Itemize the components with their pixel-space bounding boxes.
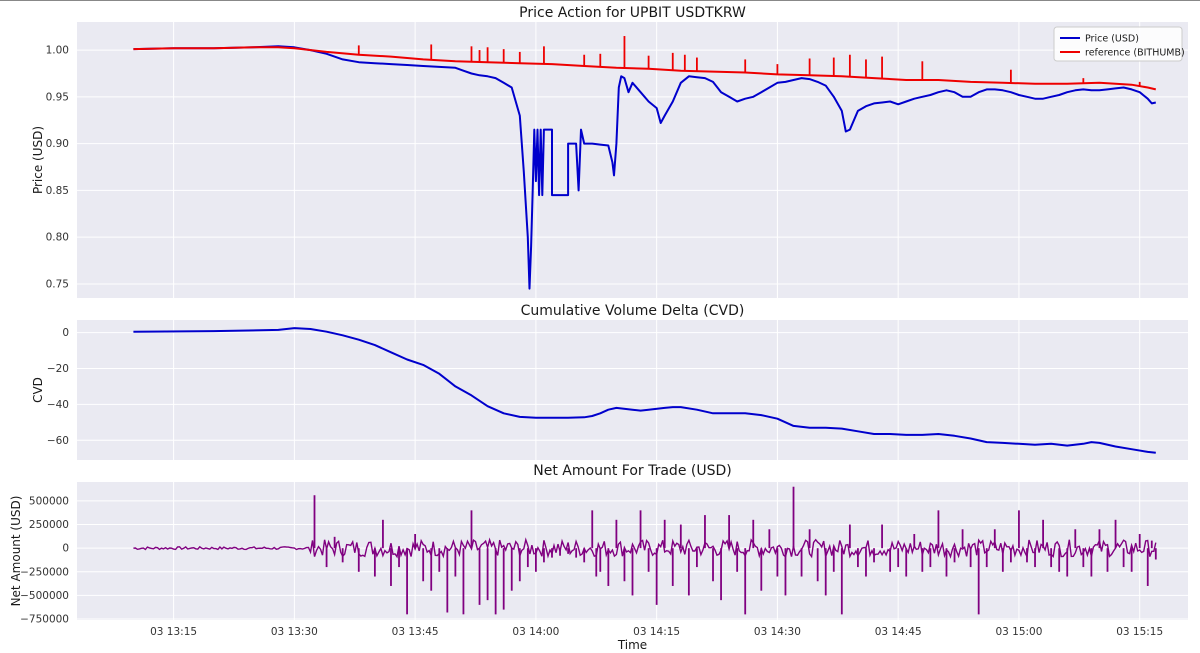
x-tick-label-5: 03 14:30 <box>754 626 801 638</box>
x-tick-label-4: 03 14:15 <box>633 626 680 638</box>
x-tick-label-2: 03 13:45 <box>392 626 439 638</box>
y-tick-label-1-1: 0.80 <box>46 232 69 244</box>
y-axis-label-2: CVD <box>31 377 45 403</box>
y-tick-label-3-2: 0 <box>62 543 69 555</box>
series-line-1-0 <box>133 45 1157 290</box>
legend-label-0: Price (USD) <box>1085 34 1139 45</box>
series-band-3-0 <box>133 537 1157 560</box>
legend-box <box>1053 26 1183 62</box>
y-tick-label-2-1: −20 <box>47 363 69 375</box>
plot-area-1 <box>77 22 1188 298</box>
chart-title-2: Cumulative Volume Delta (CVD) <box>521 303 745 319</box>
series-line-1-1 <box>133 46 1157 91</box>
y-tick-label-3-3: −250000 <box>20 566 69 578</box>
y-tick-label-2-0: 0 <box>62 327 69 339</box>
legend-label-1: reference (BITHUMB) <box>1085 48 1185 59</box>
y-tick-label-2-2: −40 <box>47 399 69 411</box>
x-tick-label-6: 03 14:45 <box>875 626 922 638</box>
y-tick-label-1-0: 0.75 <box>46 278 69 290</box>
x-tick-label-1: 03 13:30 <box>271 626 318 638</box>
y-tick-label-3-5: −750000 <box>20 614 69 626</box>
y-tick-label-3-1: 250000 <box>29 519 69 531</box>
chart-title-1: Price Action for UPBIT USDTKRW <box>519 5 746 21</box>
x-tick-label-0: 03 13:15 <box>150 626 197 638</box>
y-tick-label-1-4: 0.95 <box>46 91 69 103</box>
x-tick-label-3: 03 14:00 <box>512 626 559 638</box>
y-tick-label-1-3: 0.90 <box>46 138 69 150</box>
x-axis-label: Time <box>617 638 647 652</box>
y-tick-label-1-5: 1.00 <box>46 45 69 57</box>
x-tick-label-8: 03 15:15 <box>1116 626 1163 638</box>
y-axis-label-3: Net Amount (USD) <box>9 496 23 607</box>
series-line-2-0 <box>133 327 1156 454</box>
y-tick-label-3-4: −500000 <box>20 590 69 602</box>
y-axis-label-1: Price (USD) <box>31 126 45 194</box>
y-tick-label-1-2: 0.85 <box>46 185 69 197</box>
plot-area-2 <box>77 320 1188 460</box>
chart-title-3: Net Amount For Trade (USD) <box>533 463 731 479</box>
y-tick-label-2-3: −60 <box>47 435 69 447</box>
y-tick-label-3-0: 500000 <box>29 495 69 507</box>
x-tick-label-7: 03 15:00 <box>995 626 1042 638</box>
